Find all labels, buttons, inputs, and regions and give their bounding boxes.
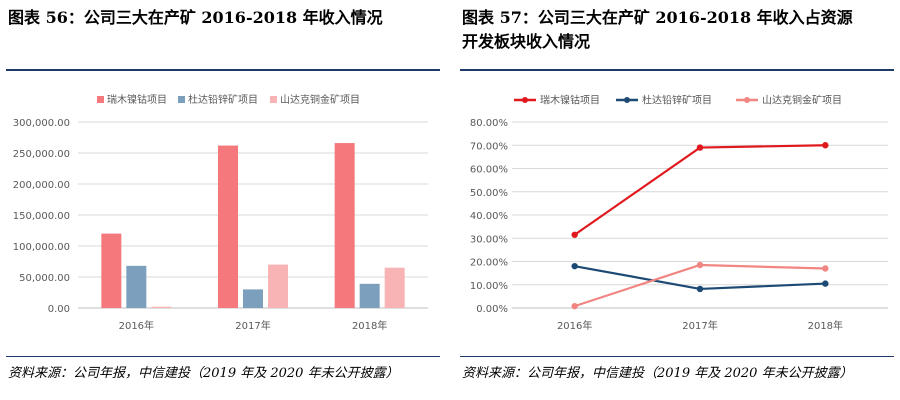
y-tick-label: 30.00% [470,234,508,245]
bar-3-2018年 [384,267,405,308]
bar-2-2017年 [243,289,263,308]
x-tick-label: 2018年 [352,319,387,332]
y-tick-label: 50,000.00 [19,273,70,284]
x-tick-label: 2017年 [235,319,270,332]
series-line-1 [574,144,826,236]
y-tick-label: 100,000.00 [13,242,70,253]
legend-label-3: 山达克铜金矿项目 [762,94,842,107]
y-tick-label: 150,000.00 [13,211,70,222]
legend-marker-1 [522,97,528,103]
x-tick-label: 2017年 [682,319,717,332]
right-source-rule [460,356,894,357]
revenue-share-line-chart: 0.00% 10.00% 20.00% 30.00% 40.00% 50.00% 60.00… [470,94,888,332]
y-tick-label: 300,000.00 [13,118,70,129]
legend-label-3: 山达克铜金矿项目 [280,93,360,106]
y-tick-label: 60.00% [470,165,508,176]
right-figure: 图表 57：公司三大在产矿 2016-2018 年收入占资源 开发板块收入情况 … [454,0,900,400]
left-figure: 图表 56：公司三大在产矿 2016-2018 年收入情况 0.00 50,000… [0,0,446,400]
point-1-2017年 [696,144,704,151]
y-tick-label: 200,000.00 [13,180,70,191]
bar-1-2017年 [218,145,238,308]
y-tick-label: 10.00% [470,281,508,292]
point-3-2016年 [571,302,578,310]
legend-label-1: 瑞木镍钴项目 [540,94,600,107]
right-title-rule [460,69,894,71]
x-tick-label: 2016年 [557,319,592,332]
point-2-2017年 [696,285,704,293]
y-tick-label: 0.00 [48,304,70,315]
point-2-2016年 [571,262,578,270]
y-tick-label: 80.00% [470,118,508,129]
y-tick-label: 0.00% [476,304,508,315]
y-tick-label: 40.00% [470,211,508,222]
y-tick-label: 50.00% [470,188,508,199]
left-source-rule [6,356,440,357]
legend-label-1: 瑞木镍钴项目 [107,93,167,106]
series-line-2 [574,265,826,291]
y-tick-label: 20.00% [470,258,508,269]
left-source-note: 资料来源：公司年报，中信建投（2019 年及 2020 年未公开披露） [8,366,399,381]
left-figure-title: 图表 56：公司三大在产矿 2016-2018 年收入情况 [8,8,383,27]
bar-2-2018年 [359,283,380,308]
bar-2-2016年 [126,265,147,308]
bar-1-2018年 [334,143,355,308]
right-figure-title: 图表 57：公司三大在产矿 2016-2018 年收入占资源 开发板块收入情况 [462,8,853,51]
left-title-rule [6,69,440,71]
x-tick-label: 2018年 [808,319,843,332]
legend-swatch-2 [178,96,185,103]
bar-3-2017年 [268,264,288,308]
right-source-note: 资料来源：公司年报，中信建投（2019 年及 2020 年未公开披露） [462,366,853,381]
legend-label-2: 杜达铅锌矿项目 [188,93,258,106]
legend-swatch-3 [270,96,277,103]
point-3-2017年 [696,261,704,269]
point-3-2018年 [822,265,829,272]
x-tick-label: 2016年 [119,319,154,332]
point-1-2018年 [822,142,829,149]
legend-label-2: 杜达铅锌矿项目 [642,94,712,107]
point-2-2018年 [822,280,829,287]
bar-3-2016年 [151,306,172,308]
legend-swatch-1 [97,96,104,103]
y-tick-label: 70.00% [470,141,508,152]
bar-1-2016年 [101,233,122,308]
legend-marker-2 [624,97,630,103]
point-1-2016年 [571,231,578,238]
legend-marker-3 [744,97,750,103]
revenue-bar-chart: 0.00 50,000.00 100,000.00 150,000.00 200,000… [13,93,428,332]
y-tick-label: 250,000.00 [13,149,70,160]
